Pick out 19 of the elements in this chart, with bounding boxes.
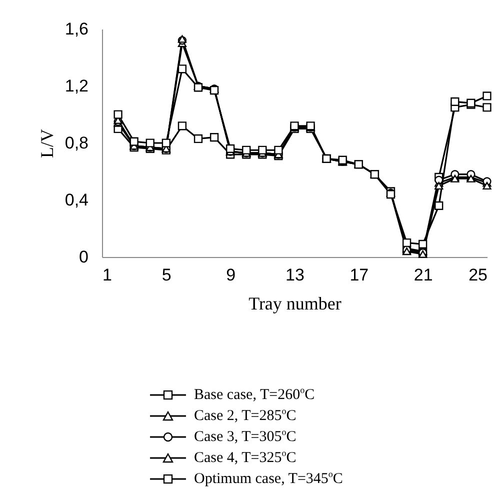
y-tick-label: 1,6 (64, 20, 88, 38)
x-axis-title: Tray number (248, 294, 342, 314)
legend-label: Case 3, T=305$^{o}$C (194, 427, 296, 446)
y-tick-label: 0,8 (64, 134, 88, 152)
x-tick-label: 21 (414, 266, 433, 284)
legend-label: Optimum case, T=345$^{o}$C (194, 469, 343, 488)
y-tick-label: 1,2 (64, 76, 88, 96)
legend-label: Case 2, T=285$^{o}$C (194, 406, 296, 425)
x-tick-label: 17 (350, 266, 369, 284)
x-tick-label: 9 (226, 266, 236, 284)
x-tick-label: 1 (102, 266, 112, 284)
y-tick-label: 0 (79, 248, 88, 266)
y-tick-label: 0,4 (64, 190, 88, 210)
x-tick-label: 25 (468, 266, 488, 284)
y-axis-title: L/V (36, 129, 57, 158)
legend-label: Case 4, T=325$^{o}$C (194, 448, 296, 467)
x-tick-label: 13 (286, 266, 304, 284)
x-tick-label: 5 (162, 266, 172, 284)
legend-label: Base case, T=260$^{o}$C (194, 385, 315, 404)
